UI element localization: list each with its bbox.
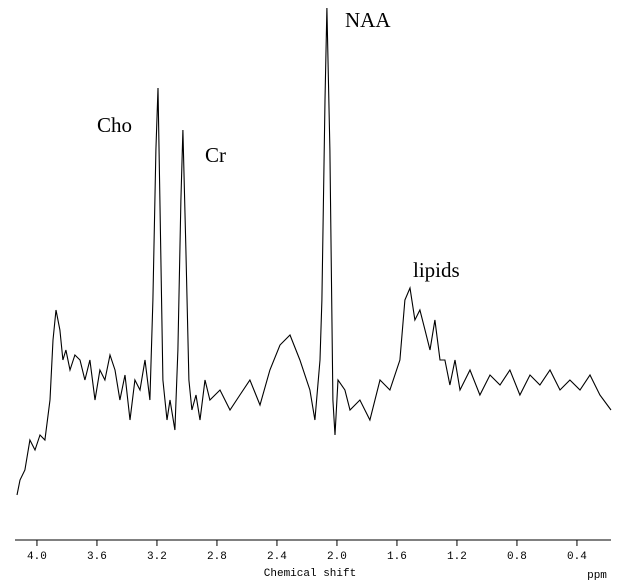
- x-axis-label: Chemical shift: [264, 568, 356, 580]
- x-tick-label: 4.0: [27, 551, 47, 563]
- x-tick-label: 3.2: [147, 551, 167, 563]
- x-tick-label: 3.6: [87, 551, 107, 563]
- annotation: NAA: [345, 8, 391, 32]
- x-tick-label: 2.0: [327, 551, 347, 563]
- annotation: Cr: [205, 143, 226, 167]
- x-tick-label: 0.4: [567, 551, 587, 563]
- x-tick-label: 2.4: [267, 551, 287, 563]
- x-tick-label: 2.8: [207, 551, 227, 563]
- x-tick-label: 1.6: [387, 551, 407, 563]
- spectrum-line: [16, 7, 612, 496]
- x-unit: ppm: [587, 570, 607, 580]
- x-tick-label: 1.2: [447, 551, 467, 563]
- x-tick-label: 0.8: [507, 551, 527, 563]
- annotation: lipids: [413, 258, 460, 282]
- annotation: Cho: [97, 113, 132, 137]
